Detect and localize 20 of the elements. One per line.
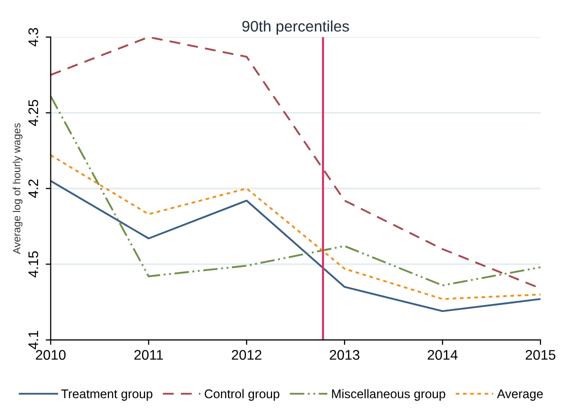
y-tick-label: 4.25 <box>28 100 38 126</box>
legend-label: Miscellaneous group <box>332 389 446 401</box>
line-series <box>50 95 540 286</box>
y-tick-label: 4.3 <box>28 28 38 46</box>
x-tick-label: 2014 <box>428 350 458 360</box>
x-tick-label: 2013 <box>330 350 360 360</box>
line-series <box>50 180 540 312</box>
y-tick-label: 4.1 <box>28 330 38 350</box>
x-tick-label: 2011 <box>134 350 163 360</box>
legend-label: Control group <box>204 389 280 401</box>
x-tick-label: 2012 <box>232 350 262 360</box>
legend-label: Average <box>497 390 543 401</box>
y-axis-title: Average log of hourly wages <box>12 123 22 254</box>
y-tick-label: 4.15 <box>28 251 38 278</box>
x-tick-label: 2010 <box>36 350 66 360</box>
line-series <box>50 154 540 300</box>
x-tick-label: 2015 <box>526 350 556 360</box>
chart-title: 90th percentiles <box>242 20 349 35</box>
legend-label: Treatment group <box>61 390 152 401</box>
y-tick-label: 4.2 <box>28 180 38 198</box>
